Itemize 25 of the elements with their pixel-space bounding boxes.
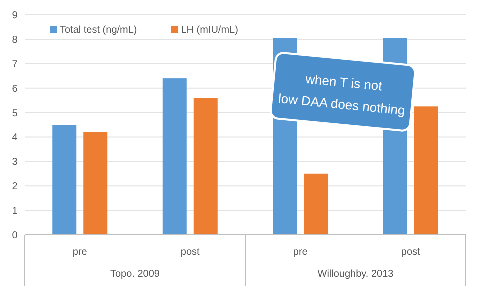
text: Topo. 2009 <box>110 269 160 280</box>
bar <box>52 125 77 235</box>
y-tick-label: 9 <box>12 10 18 22</box>
y-tick-label: 4 <box>12 132 18 144</box>
annotation: when T is not low DAA does nothing <box>278 71 406 118</box>
y-tick-label: 0 <box>12 230 18 242</box>
x-tick-label: post <box>180 247 200 258</box>
x-tick-label: post <box>401 247 421 258</box>
y-tick-label: 2 <box>12 182 18 193</box>
y-tick-label: 8 <box>12 34 18 46</box>
x-tick-label: pre <box>72 247 88 258</box>
legend-label: Total test (ng/mL) <box>60 25 138 36</box>
y-tick-label: 7 <box>12 59 18 70</box>
bar <box>194 98 218 235</box>
bar <box>162 78 187 235</box>
bar <box>84 132 108 235</box>
bar <box>304 174 328 235</box>
y-tick-label: 1 <box>12 206 18 218</box>
text: Willoughby. 2013 <box>318 269 394 280</box>
y-tick-label: 5 <box>12 108 18 120</box>
legend-label: LH (mIU/mL) <box>181 25 238 36</box>
y-tick-label: 6 <box>12 84 18 95</box>
x-tick-label: pre <box>293 247 308 258</box>
y-tick-label: 3 <box>12 157 18 168</box>
bar <box>414 106 438 235</box>
